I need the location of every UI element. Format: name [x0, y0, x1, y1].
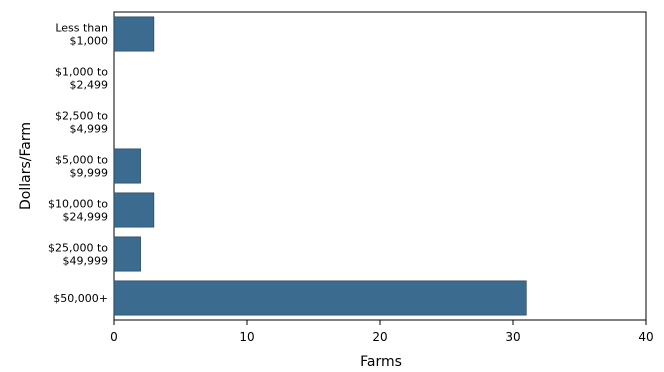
x-axis-title: Farms	[360, 354, 402, 368]
plot-area	[113, 11, 647, 321]
y-axis-labels: Less than $1,000 $1,000 to $2,499 $2,500 to $…	[48, 22, 108, 306]
bar	[113, 148, 141, 184]
y-axis-title: Dollars/Farm	[18, 122, 34, 210]
y-tick-label: $2,500 to $4,999	[55, 110, 108, 136]
plot-border	[113, 11, 647, 321]
bar	[113, 192, 155, 228]
y-tick-label: Less than $1,000	[55, 22, 108, 48]
y-tick-label: $1,000 to $2,499	[55, 66, 108, 92]
bar	[113, 280, 527, 316]
y-tick-label: $10,000 to $24,999	[48, 198, 108, 224]
x-tick-label: 0	[110, 330, 118, 344]
x-tick-label: 20	[372, 330, 387, 344]
x-axis-ticks: 0 10 20 30 40	[110, 320, 654, 344]
y-tick-label: $50,000+	[53, 292, 108, 305]
bar	[113, 236, 141, 272]
y-tick-label: $25,000 to $49,999	[48, 242, 108, 268]
bars	[113, 16, 527, 316]
x-tick-label: 40	[638, 330, 653, 344]
y-tick-label: $5,000 to $9,999	[55, 154, 108, 180]
x-tick-label: 30	[505, 330, 520, 344]
bar	[113, 16, 155, 52]
x-tick-label: 10	[239, 330, 254, 344]
